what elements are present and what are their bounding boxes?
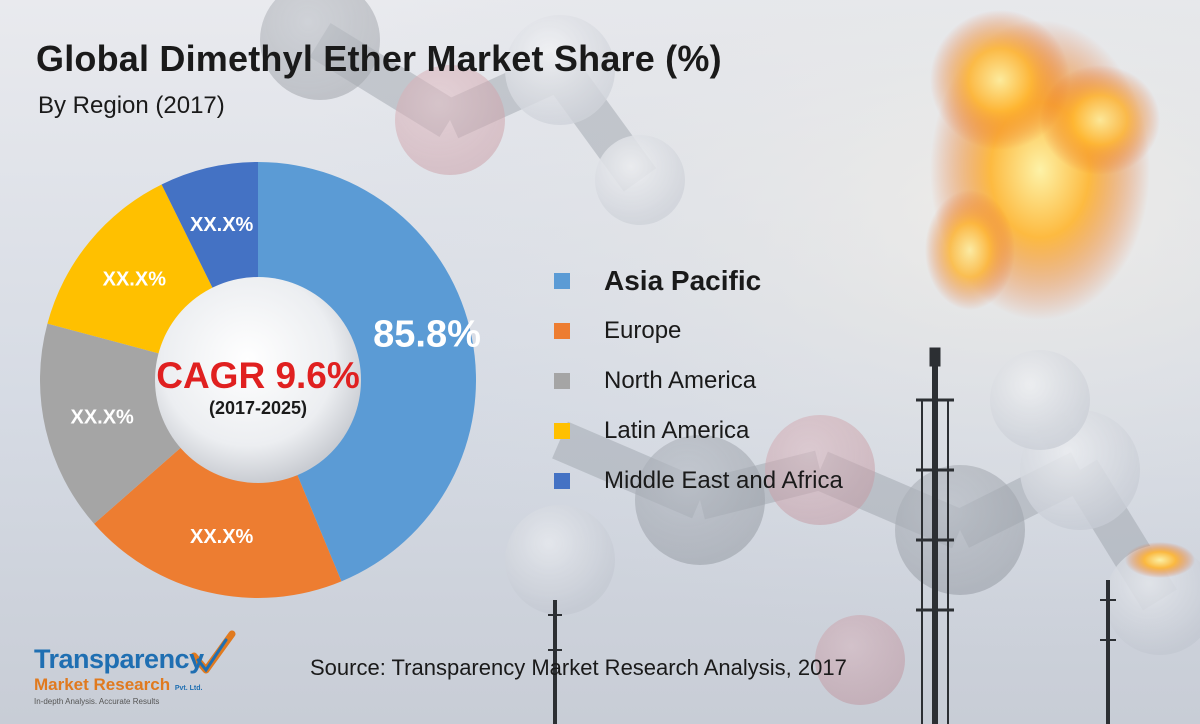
legend-label: Europe bbox=[604, 317, 682, 344]
donut-slice-north-america bbox=[39, 323, 183, 524]
logo-subwordmark-text: Market Research bbox=[34, 675, 171, 694]
legend-swatch bbox=[554, 323, 570, 339]
donut-chart: 85.8% XX.X% XX.X% XX.X% XX.X% CAGR 9.6% (201… bbox=[39, 162, 481, 598]
legend-label: Asia Pacific bbox=[604, 265, 762, 296]
donut-slice-asia-pacific bbox=[258, 162, 476, 582]
legend-item: Europe bbox=[554, 306, 843, 356]
logo-subwordmark: Market Research Pvt. Ltd. bbox=[34, 675, 202, 695]
legend-item: Latin America bbox=[554, 406, 843, 456]
checkmark-icon bbox=[190, 630, 236, 674]
legend-swatch bbox=[554, 423, 570, 439]
donut-slice-latin-america bbox=[47, 184, 214, 355]
molecule-decoration bbox=[260, 0, 1200, 705]
chart-title: Global Dimethyl Ether Market Share (%) bbox=[36, 38, 722, 79]
donut-slice-europe bbox=[94, 445, 342, 598]
slice-label-asia-pacific: 85.8% bbox=[373, 314, 481, 356]
donut-center-disc bbox=[155, 277, 361, 483]
donut-slice-labels: 85.8% XX.X% XX.X% XX.X% XX.X% bbox=[70, 214, 480, 548]
legend-swatch bbox=[554, 273, 570, 289]
cagr-period: (2017-2025) bbox=[209, 398, 307, 418]
slice-label-middle-east-and-africa: XX.X% bbox=[190, 214, 254, 236]
legend-item: Middle East and Africa bbox=[554, 456, 843, 506]
slice-label-europe: XX.X% bbox=[190, 526, 254, 548]
slice-label-north-america: XX.X% bbox=[70, 406, 134, 428]
legend-label: North America bbox=[604, 367, 757, 394]
legend-swatch bbox=[554, 473, 570, 489]
gas-flare-decoration bbox=[925, 10, 1195, 578]
donut-slices bbox=[39, 162, 476, 598]
legend-item: North America bbox=[554, 356, 843, 406]
logo-wordmark: Transparency bbox=[34, 644, 204, 674]
chart-subtitle: By Region (2017) bbox=[38, 92, 225, 119]
flare-stack-decoration bbox=[548, 347, 1116, 724]
legend-item: Asia Pacific bbox=[554, 256, 843, 306]
legend-label: Middle East and Africa bbox=[604, 467, 843, 494]
donut-slice-middle-east-and-africa bbox=[161, 162, 258, 291]
logo-tagline: In-depth Analysis. Accurate Results bbox=[34, 697, 160, 706]
cagr-value: CAGR 9.6% bbox=[156, 355, 360, 396]
legend-label: Latin America bbox=[604, 417, 750, 444]
logo-suffix: Pvt. Ltd. bbox=[174, 685, 203, 692]
company-logo: Transparency Market Research Pvt. Ltd. I… bbox=[32, 630, 236, 710]
source-note: Source: Transparency Market Research Ana… bbox=[310, 655, 847, 680]
legend-swatch bbox=[554, 373, 570, 389]
slice-label-latin-america: XX.X% bbox=[103, 268, 167, 290]
chart-legend: Asia Pacific Europe North America Latin Ame… bbox=[554, 256, 843, 506]
